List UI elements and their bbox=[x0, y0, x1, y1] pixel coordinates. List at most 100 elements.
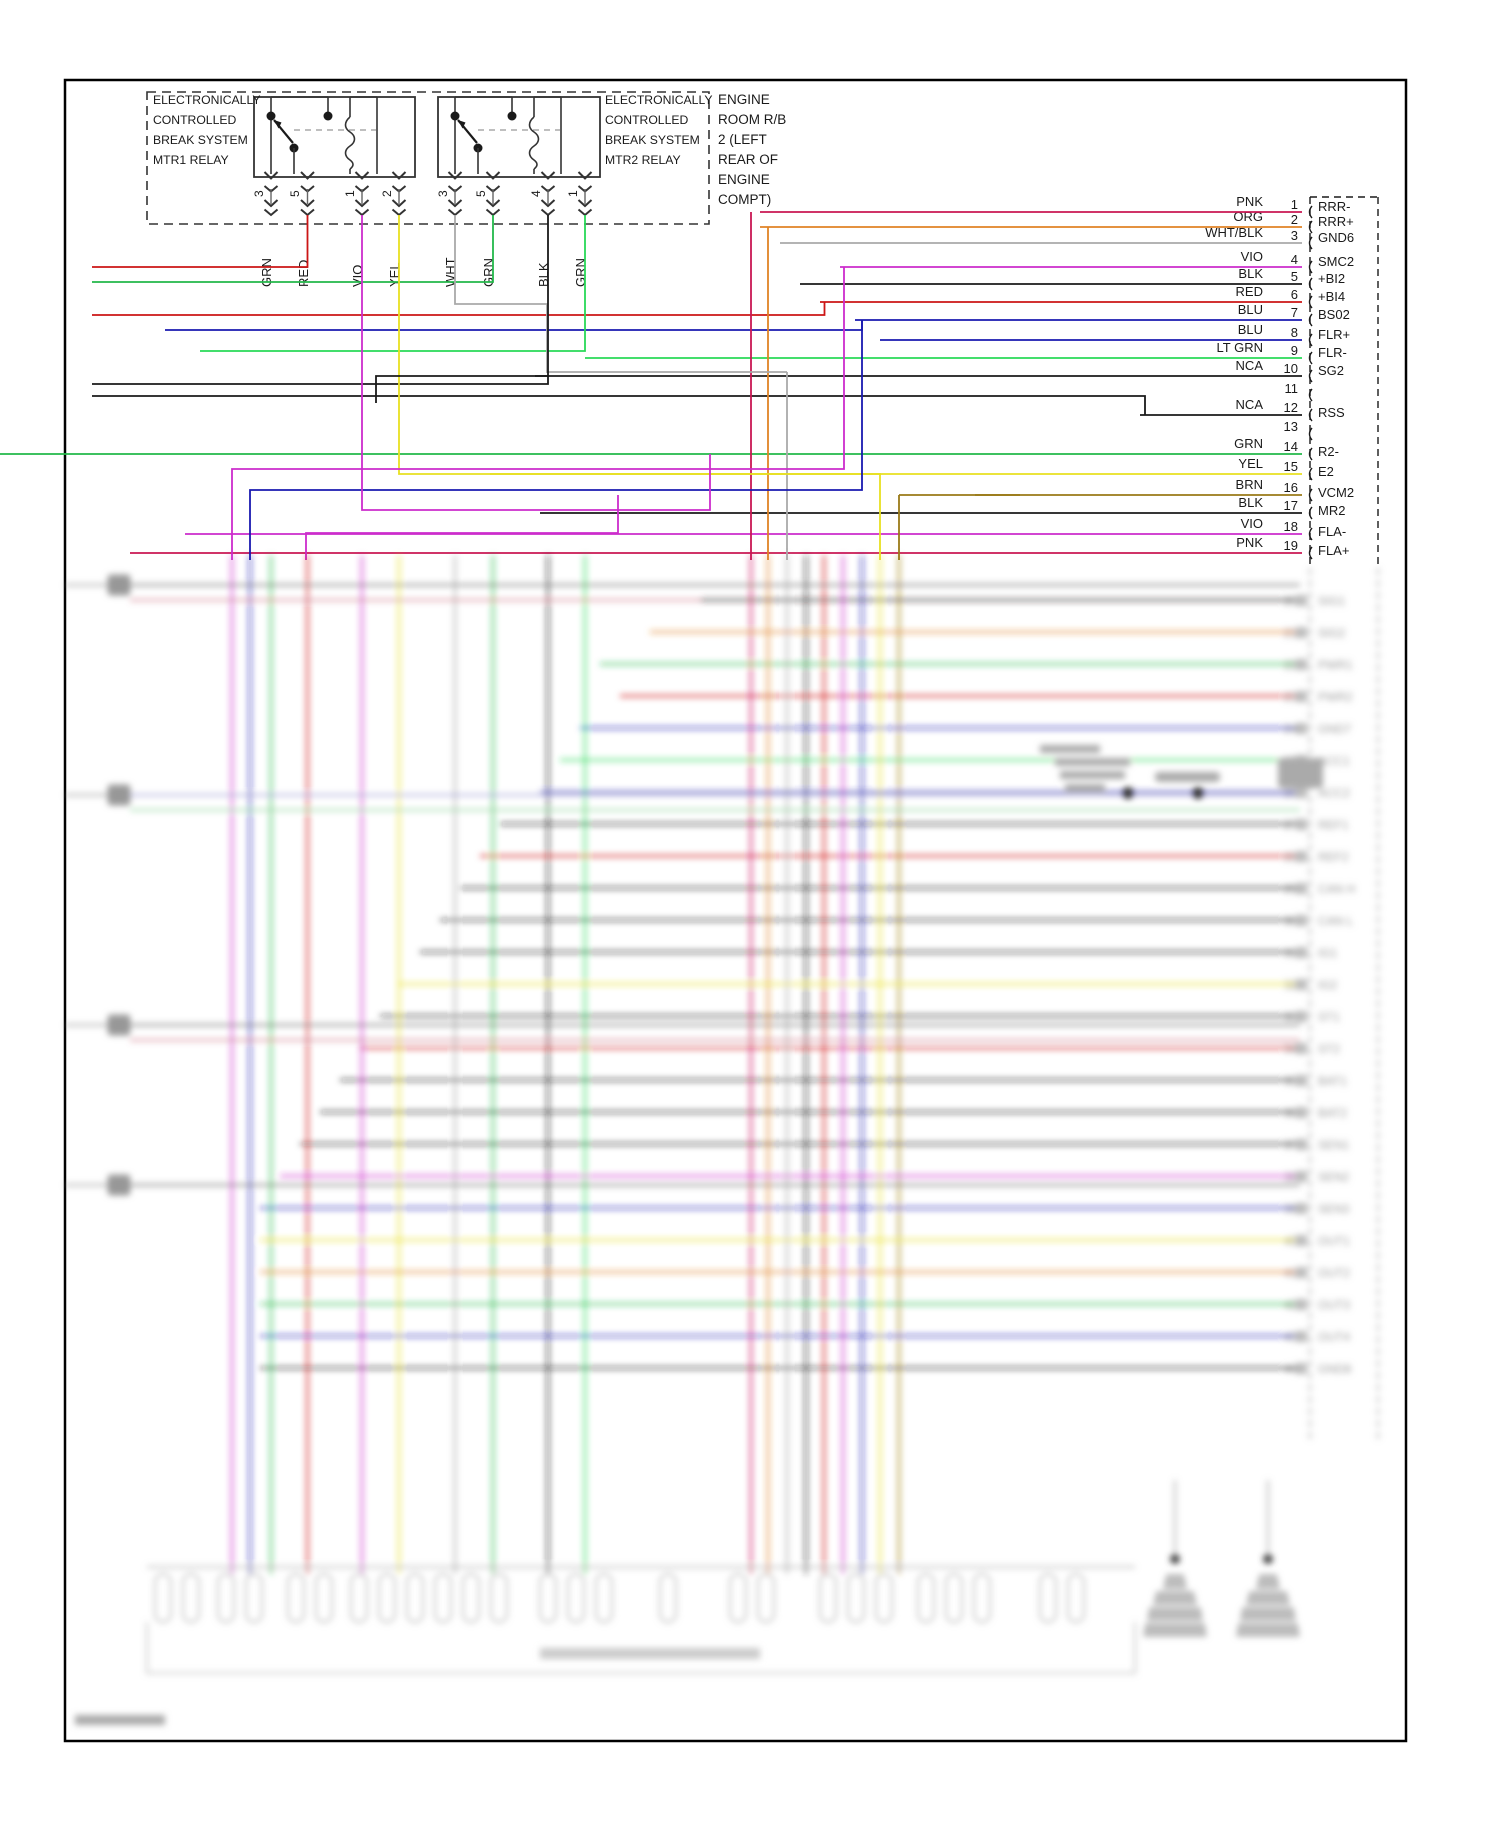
svg-text:BLK: BLK bbox=[1238, 266, 1263, 281]
svg-text:OUT3: OUT3 bbox=[1318, 1298, 1350, 1312]
svg-text:32: 32 bbox=[1284, 978, 1298, 992]
svg-text:BLU: BLU bbox=[1238, 322, 1263, 337]
svg-text:37: 37 bbox=[1284, 1138, 1298, 1152]
svg-text:BAT2: BAT2 bbox=[1318, 1106, 1347, 1120]
svg-text:3: 3 bbox=[436, 190, 450, 197]
svg-text:OUT4: OUT4 bbox=[1318, 1330, 1350, 1344]
svg-text:23: 23 bbox=[1284, 690, 1298, 704]
svg-text:21: 21 bbox=[1284, 626, 1298, 640]
svg-text:BREAK SYSTEM: BREAK SYSTEM bbox=[605, 133, 700, 147]
svg-text:SEN1: SEN1 bbox=[1318, 1138, 1350, 1152]
svg-text:8: 8 bbox=[1291, 325, 1298, 340]
svg-text:REF2: REF2 bbox=[1318, 850, 1349, 864]
svg-text:OUT1: OUT1 bbox=[1318, 1234, 1350, 1248]
svg-text:1: 1 bbox=[1291, 197, 1298, 212]
svg-text:ST1: ST1 bbox=[1318, 1010, 1340, 1024]
svg-text:FLR+: FLR+ bbox=[1318, 327, 1350, 342]
svg-text:10: 10 bbox=[1284, 361, 1298, 376]
svg-text:YEL: YEL bbox=[1238, 456, 1263, 471]
svg-text:24: 24 bbox=[1284, 722, 1298, 736]
svg-text:RRR-: RRR- bbox=[1318, 199, 1351, 214]
svg-text:CAN H: CAN H bbox=[1318, 882, 1355, 896]
svg-text:6: 6 bbox=[1291, 287, 1298, 302]
svg-text:16: 16 bbox=[1284, 480, 1298, 495]
svg-text:GRN: GRN bbox=[1234, 436, 1263, 451]
svg-text:MTR2 RELAY: MTR2 RELAY bbox=[605, 153, 681, 167]
svg-text:ENGINE: ENGINE bbox=[718, 172, 770, 187]
svg-text:RRR+: RRR+ bbox=[1318, 214, 1354, 229]
svg-text:GND7: GND7 bbox=[1318, 722, 1352, 736]
svg-text:15: 15 bbox=[1284, 459, 1298, 474]
svg-text:IG1: IG1 bbox=[1318, 946, 1338, 960]
svg-text:VIO: VIO bbox=[1241, 516, 1263, 531]
svg-text:12: 12 bbox=[1284, 400, 1298, 415]
svg-text:E2: E2 bbox=[1318, 464, 1334, 479]
svg-text:ROOM R/B: ROOM R/B bbox=[718, 112, 786, 127]
svg-text:29: 29 bbox=[1284, 882, 1298, 896]
svg-text:3: 3 bbox=[1291, 228, 1298, 243]
svg-text:PWR1: PWR1 bbox=[1318, 658, 1353, 672]
svg-text:34: 34 bbox=[1284, 1042, 1298, 1056]
svg-text:2: 2 bbox=[380, 190, 394, 197]
svg-text:VIO: VIO bbox=[1241, 249, 1263, 264]
svg-text:1: 1 bbox=[343, 190, 357, 197]
svg-text:31: 31 bbox=[1284, 946, 1298, 960]
svg-text:4: 4 bbox=[529, 190, 543, 197]
svg-text:SMC2: SMC2 bbox=[1318, 254, 1354, 269]
svg-text:19: 19 bbox=[1284, 538, 1298, 553]
svg-text:RED: RED bbox=[1236, 284, 1263, 299]
svg-text:40: 40 bbox=[1284, 1234, 1298, 1248]
svg-text:CONTROLLED: CONTROLLED bbox=[605, 113, 688, 127]
svg-text:7: 7 bbox=[1291, 305, 1298, 320]
svg-text:IG2: IG2 bbox=[1318, 978, 1338, 992]
svg-text:FLA-: FLA- bbox=[1318, 524, 1346, 539]
svg-text:VCM2: VCM2 bbox=[1318, 485, 1354, 500]
svg-text:35: 35 bbox=[1284, 1074, 1298, 1088]
svg-text:SIG2: SIG2 bbox=[1318, 626, 1346, 640]
svg-text:5: 5 bbox=[474, 190, 488, 197]
svg-text:NCA: NCA bbox=[1236, 397, 1264, 412]
svg-text:BS02: BS02 bbox=[1318, 307, 1350, 322]
svg-text:R2-: R2- bbox=[1318, 444, 1339, 459]
svg-text:5: 5 bbox=[288, 190, 302, 197]
svg-text:BAT1: BAT1 bbox=[1318, 1074, 1347, 1088]
svg-text:GND6: GND6 bbox=[1318, 230, 1354, 245]
svg-text:OUT2: OUT2 bbox=[1318, 1266, 1350, 1280]
svg-text:ACC2: ACC2 bbox=[1318, 786, 1350, 800]
svg-text:42: 42 bbox=[1284, 1298, 1298, 1312]
svg-text:+BI4: +BI4 bbox=[1318, 289, 1345, 304]
svg-text:PNK: PNK bbox=[1236, 194, 1263, 209]
svg-text:ELECTRONICALLY: ELECTRONICALLY bbox=[153, 93, 260, 107]
svg-text:SEN2: SEN2 bbox=[1318, 1170, 1350, 1184]
svg-text:FLA+: FLA+ bbox=[1318, 543, 1349, 558]
svg-text:43: 43 bbox=[1284, 1330, 1298, 1344]
svg-text:MR2: MR2 bbox=[1318, 503, 1345, 518]
svg-text:BRN: BRN bbox=[1236, 477, 1263, 492]
svg-text:BLU: BLU bbox=[1238, 302, 1263, 317]
svg-text:PNK: PNK bbox=[1236, 535, 1263, 550]
svg-text:2 (LEFT: 2 (LEFT bbox=[718, 132, 767, 147]
svg-text:ST2: ST2 bbox=[1318, 1042, 1340, 1056]
svg-text:CONTROLLED: CONTROLLED bbox=[153, 113, 236, 127]
svg-text:33: 33 bbox=[1284, 1010, 1298, 1024]
svg-text:20: 20 bbox=[1284, 594, 1298, 608]
svg-text:36: 36 bbox=[1284, 1106, 1298, 1120]
svg-text:2: 2 bbox=[1291, 212, 1298, 227]
svg-text:NCA: NCA bbox=[1236, 358, 1264, 373]
svg-text:COMPT): COMPT) bbox=[718, 192, 771, 207]
svg-text:9: 9 bbox=[1291, 343, 1298, 358]
svg-text:5: 5 bbox=[1291, 269, 1298, 284]
svg-text:ENGINE: ENGINE bbox=[718, 92, 770, 107]
svg-text:3: 3 bbox=[252, 190, 266, 197]
svg-text:39: 39 bbox=[1284, 1202, 1298, 1216]
svg-text:4: 4 bbox=[1291, 252, 1298, 267]
svg-text:26: 26 bbox=[1284, 786, 1298, 800]
svg-text:REAR OF: REAR OF bbox=[718, 152, 778, 167]
svg-text:BLK: BLK bbox=[1238, 495, 1263, 510]
svg-text:PWR2: PWR2 bbox=[1318, 690, 1353, 704]
svg-text:14: 14 bbox=[1284, 439, 1298, 454]
svg-text:MTR1 RELAY: MTR1 RELAY bbox=[153, 153, 229, 167]
svg-text:11: 11 bbox=[1285, 381, 1299, 396]
svg-text:17: 17 bbox=[1284, 498, 1298, 513]
svg-text:SEN3: SEN3 bbox=[1318, 1202, 1350, 1216]
